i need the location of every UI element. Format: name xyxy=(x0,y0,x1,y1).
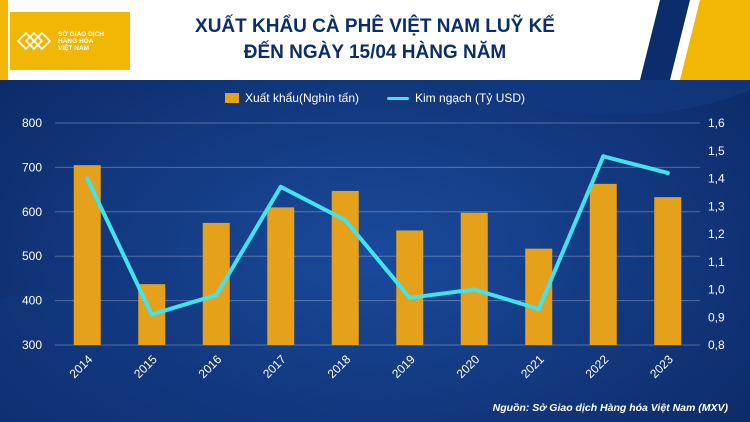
chart-title-line-2: ĐẾN NGÀY 15/04 HÀNG NĂM xyxy=(243,42,507,63)
x-tick-label: 2016 xyxy=(196,352,225,381)
source-note: Nguồn: Sở Giao dịch Hàng hóa Việt Nam (M… xyxy=(492,402,728,414)
x-tick-label: 2022 xyxy=(583,352,612,381)
bar xyxy=(460,212,488,345)
logo-text: SỞ GIAO DỊCH HÀNG HÓA VIỆT NAM xyxy=(58,30,104,52)
x-tick-label: 2018 xyxy=(325,352,354,381)
bar xyxy=(267,207,295,345)
line-point xyxy=(278,184,283,189)
header-right-stripes xyxy=(640,0,750,80)
y-tick-left: 800 xyxy=(22,116,42,130)
line-point xyxy=(536,306,541,311)
legend-item-bar: Xuất khẩu(Nghìn tấn) xyxy=(224,91,360,105)
header-accent xyxy=(0,0,8,80)
y-tick-left: 500 xyxy=(22,249,42,263)
y-tick-right: 0,8 xyxy=(708,338,725,352)
y-tick-right: 1,5 xyxy=(708,144,725,158)
x-tick-label: 2020 xyxy=(454,352,483,381)
legend-item-line: Kim ngạch (Tỷ USD) xyxy=(387,91,525,105)
y-tick-right: 1,0 xyxy=(708,283,725,297)
line-point xyxy=(407,295,412,300)
line-point xyxy=(149,312,154,317)
x-tick-label: 2015 xyxy=(131,352,160,381)
x-tick-label: 2023 xyxy=(647,352,676,381)
line-point xyxy=(85,176,90,181)
legend-label-bar: Xuất khẩu(Nghìn tấn) xyxy=(244,91,360,105)
series-line xyxy=(85,154,670,317)
logo-icon xyxy=(16,31,52,51)
bar xyxy=(589,183,617,345)
y-tick-right: 1,4 xyxy=(708,172,725,186)
y-tick-right: 1,6 xyxy=(708,116,725,130)
y-tick-right: 1,3 xyxy=(708,199,725,213)
bar xyxy=(525,248,553,345)
y-tick-left: 700 xyxy=(22,160,42,174)
y-tick-right: 1,1 xyxy=(708,255,725,269)
y-tick-right: 1,2 xyxy=(708,227,725,241)
x-tick-label: 2017 xyxy=(260,352,289,381)
x-tick-label: 2021 xyxy=(518,352,547,381)
bar xyxy=(654,197,682,345)
bar xyxy=(202,222,230,345)
y-tick-left: 300 xyxy=(22,338,42,352)
legend-swatch-bar xyxy=(224,93,239,103)
y-tick-left: 600 xyxy=(22,205,42,219)
bar xyxy=(73,165,101,345)
line-point xyxy=(665,170,670,175)
line-point xyxy=(472,287,477,292)
y-tick-left: 400 xyxy=(22,294,42,308)
x-tick-label: 2014 xyxy=(67,352,96,381)
y-tick-right: 0,9 xyxy=(708,310,725,324)
logo: SỞ GIAO DỊCH HÀNG HÓA VIỆT NAM xyxy=(10,12,130,70)
legend: Xuất khẩu(Nghìn tấn) Kim ngạch (Tỷ USD) xyxy=(0,88,750,108)
legend-swatch-line xyxy=(387,96,410,100)
line-point xyxy=(214,293,219,298)
x-tick-label: 2019 xyxy=(389,352,418,381)
line-point xyxy=(343,218,348,223)
legend-label-line: Kim ngạch (Tỷ USD) xyxy=(415,91,526,105)
chart-title-line-1: XUẤT KHẨU CÀ PHÊ VIỆT NAM LUỸ KẾ xyxy=(195,16,555,37)
line-point xyxy=(601,154,606,159)
